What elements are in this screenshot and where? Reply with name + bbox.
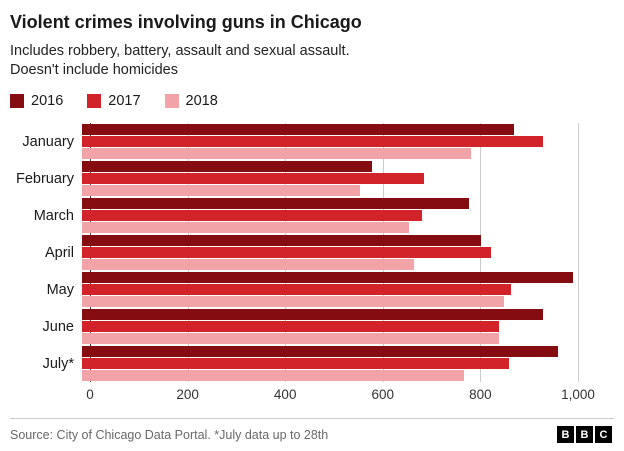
legend-item-2018: 2018 <box>164 93 218 110</box>
bar-2018-january <box>82 148 472 160</box>
gridline-1000 <box>578 123 579 383</box>
bar-cluster-february <box>82 161 578 197</box>
bar-group-may: May <box>10 271 624 308</box>
bar-group-april: April <box>10 234 624 271</box>
bar-2018-may <box>82 296 504 308</box>
legend-item-2017: 2017 <box>87 93 141 110</box>
bar-2017-april <box>82 247 492 259</box>
footer-divider <box>10 418 614 419</box>
legend-swatch-2018 <box>164 94 179 109</box>
bar-2016-july <box>82 346 559 358</box>
category-label-may: May <box>46 281 74 298</box>
legend-label-2018: 2018 <box>185 93 218 110</box>
bar-group-july: July* <box>10 345 624 382</box>
x-tick-label-400: 400 <box>273 387 297 403</box>
category-label-june: June <box>42 318 74 335</box>
category-label-march: March <box>33 207 74 224</box>
bar-cluster-june <box>82 309 578 345</box>
chart-subtitle: Includes robbery, battery, assault and s… <box>10 43 350 79</box>
legend-swatch-2016 <box>10 94 24 109</box>
bar-2018-july <box>82 370 464 382</box>
bar-2017-february <box>82 173 425 185</box>
x-tick-label-1000: 1,000 <box>561 387 595 403</box>
bar-2016-april <box>82 235 482 247</box>
bar-group-january: January <box>10 123 624 160</box>
bar-2018-april <box>82 259 415 271</box>
category-label-february: February <box>15 170 74 187</box>
category-label-july: July* <box>42 355 74 372</box>
legend-label-2017: 2017 <box>108 93 141 110</box>
bar-2018-february <box>82 185 360 197</box>
bar-cluster-may <box>82 272 578 308</box>
category-label-april: April <box>44 244 74 261</box>
bar-cluster-january <box>82 124 578 160</box>
bar-2017-june <box>82 321 499 333</box>
bar-2017-january <box>82 136 544 148</box>
bar-cluster-march <box>82 198 578 234</box>
bbc-logo-block-3: C <box>595 426 612 443</box>
bbc-logo-block-2: B <box>576 426 593 443</box>
bar-2016-june <box>82 309 544 321</box>
bar-2016-january <box>82 124 514 136</box>
bar-cluster-july <box>82 346 578 382</box>
bbc-logo-block-1: B <box>557 426 574 443</box>
bar-2016-february <box>82 161 373 173</box>
x-tick-label-200: 200 <box>176 387 199 403</box>
footer: Source: City of Chicago Data Portal. *Ju… <box>0 418 624 451</box>
x-tick-label-600: 600 <box>371 387 395 403</box>
bar-group-march: March <box>10 197 624 234</box>
source-note: Source: City of Chicago Data Portal. *Ju… <box>10 427 329 442</box>
x-tick-label-800: 800 <box>469 387 492 403</box>
bar-group-february: February <box>10 160 624 197</box>
legend-label-2016: 2016 <box>31 93 64 110</box>
bar-2018-june <box>82 333 499 345</box>
bar-2018-march <box>82 222 410 234</box>
legend-item-2016: 2016 <box>10 93 63 109</box>
bar-2016-march <box>82 198 469 210</box>
bar-chart: January February March April May June July* 0 2… <box>10 123 624 408</box>
bar-rows: January February March April May June July* <box>10 123 624 382</box>
chart-title: Violent crimes involving guns in Chicago <box>10 12 362 32</box>
bar-2016-may <box>82 272 574 284</box>
x-axis: 0 200 400 600 800 1,000 <box>86 382 595 408</box>
bar-cluster-april <box>82 235 578 271</box>
bar-group-june: June <box>10 308 624 345</box>
legend-swatch-2017 <box>87 94 102 109</box>
x-tick-label-0: 0 <box>86 387 94 403</box>
bar-2017-may <box>82 284 512 296</box>
bar-2017-march <box>82 210 422 222</box>
category-label-january: January <box>22 133 74 150</box>
legend: 2016 2017 2018 <box>10 93 624 109</box>
bar-2017-july <box>82 358 509 370</box>
